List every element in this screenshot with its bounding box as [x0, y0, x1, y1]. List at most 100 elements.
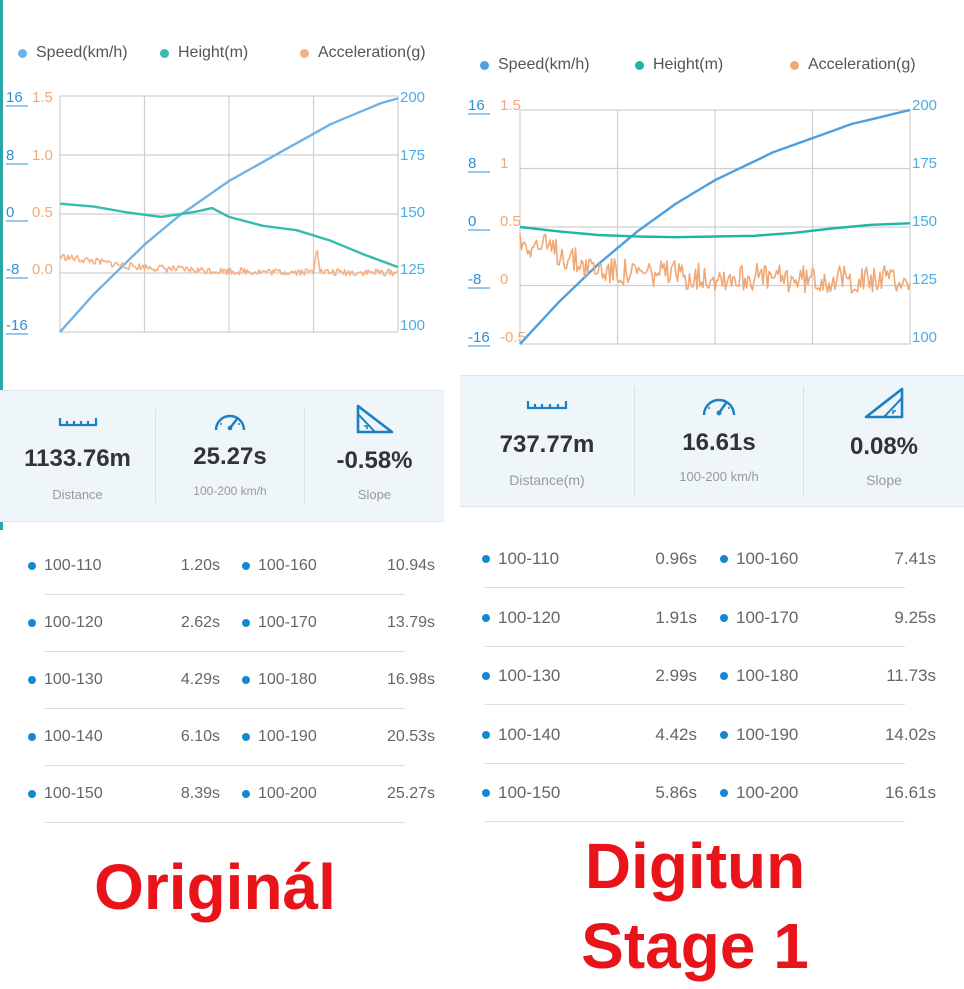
bullet-icon — [482, 789, 490, 797]
legend-speed-dot — [480, 60, 489, 70]
split-range-cell: 100-130 — [28, 651, 103, 709]
legend-speed-label: Speed(km/h) — [36, 44, 128, 61]
acceleration-axis-tick: 0.0 — [32, 261, 53, 278]
split-range: 100-130 — [44, 671, 103, 688]
row-divider — [45, 594, 405, 595]
split-range-2: 100-190 — [736, 724, 799, 744]
legend-acceleration[interactable]: Acceleration(g) — [790, 56, 916, 74]
split-row: 100-120 1.91s 100-170 9.25s — [460, 589, 940, 647]
split-range-2: 100-160 — [258, 557, 317, 574]
split-time: 4.42s — [655, 724, 697, 744]
split-row: 100-110 0.96s 100-160 7.41s — [460, 530, 940, 588]
split-range-cell: 100-120 — [482, 589, 560, 647]
legend-speed[interactable]: Speed(km/h) — [18, 44, 128, 62]
legend-speed-label: Speed(km/h) — [498, 56, 590, 73]
split-times-table: 100-110 1.20s 100-160 10.94s 100-120 2.62s 100… — [0, 537, 440, 827]
split-range-cell: 100-190 — [242, 708, 317, 766]
split-range: 100-110 — [44, 557, 102, 574]
chart-legend: Speed(km/h) Height(m) Acceleration(g) — [0, 44, 455, 74]
speed-axis-tick-left: -16 — [6, 317, 28, 334]
split-row: 100-120 2.62s 100-170 13.79s — [0, 594, 440, 652]
split-range-cell: 100-190 — [720, 706, 798, 764]
split-time: 8.39s — [180, 785, 220, 802]
legend-speed[interactable]: Speed(km/h) — [480, 56, 590, 74]
stat-divider — [304, 409, 305, 503]
edge-accent-bar — [0, 0, 3, 530]
split-range: 100-120 — [498, 607, 561, 627]
speed-axis-tick-left: 0 — [6, 204, 14, 221]
caption-tuned: Digitun Stage 1 — [520, 826, 870, 986]
bullet-icon — [720, 555, 728, 563]
speed-axis-tick-right: 150 — [400, 204, 425, 221]
speed-axis-tick-left: -8 — [468, 271, 481, 288]
bullet-icon — [242, 733, 250, 741]
bullet-icon — [482, 555, 490, 563]
split-range-cell: 100-180 — [720, 647, 798, 705]
speed-axis-tick-right: 175 — [912, 155, 937, 172]
split-range-cell: 100-200 — [242, 765, 317, 823]
series-line-speed — [59, 97, 399, 333]
split-time-2: 11.73s — [886, 666, 936, 685]
split-range-2: 100-200 — [736, 783, 799, 802]
speed-axis-tick-right: 100 — [400, 317, 425, 334]
slope-icon — [864, 387, 904, 419]
split-time: 5.86s — [655, 783, 697, 802]
split-range-2: 100-180 — [736, 666, 799, 685]
speed-axis-tick-left: 16 — [6, 89, 23, 106]
legend-height-label: Height(m) — [178, 44, 249, 61]
panel-tuned: Speed(km/h) Height(m) Acceleration(g) 16… — [460, 0, 964, 989]
bullet-icon — [28, 733, 36, 741]
acceleration-axis-tick: 0.5 — [32, 204, 53, 221]
split-range-cell: 100-160 — [242, 537, 317, 595]
speed-axis-tick-left: 16 — [468, 97, 485, 114]
split-range-2: 100-170 — [258, 614, 317, 631]
split-range: 100-110 — [498, 549, 560, 568]
split-range: 100-130 — [498, 666, 561, 685]
ruler-icon — [58, 418, 97, 427]
split-range: 100-150 — [44, 785, 103, 802]
speed-axis-tick-right: 100 — [912, 329, 937, 346]
legend-height-label: Height(m) — [653, 56, 724, 73]
split-range-2: 100-170 — [736, 607, 799, 627]
speed-axis-tick-right: 125 — [912, 271, 937, 288]
bullet-icon — [482, 730, 490, 739]
legend-acceleration[interactable]: Acceleration(g) — [300, 44, 426, 62]
acceleration-axis-tick: 1.0 — [32, 147, 53, 164]
split-range-cell: 100-120 — [28, 594, 103, 652]
stat-distance: 1133.76m Distance — [0, 391, 155, 521]
ruler-icon — [526, 401, 568, 410]
speed-axis-tick-right: 200 — [400, 89, 425, 106]
row-divider — [485, 821, 905, 822]
bullet-icon — [482, 613, 490, 622]
legend-acceleration-label: Acceleration(g) — [318, 44, 426, 61]
split-range-cell: 100-140 — [28, 708, 103, 766]
legend-height[interactable]: Height(m) — [635, 56, 723, 74]
bullet-icon — [242, 790, 250, 798]
row-divider — [45, 651, 405, 652]
split-range: 100-140 — [498, 724, 561, 744]
row-divider — [485, 762, 905, 764]
split-row: 100-110 1.20s 100-160 10.94s — [0, 537, 440, 595]
row-divider — [485, 587, 905, 588]
slope-value: 0.08% — [849, 433, 919, 460]
split-time-2: 13.79s — [386, 614, 435, 631]
split-range-cell: 100-170 — [242, 594, 317, 652]
acceleration-axis-tick: -0.5 — [500, 329, 526, 346]
split-time-2: 10.94s — [386, 557, 435, 574]
split-time-2: 9.25s — [894, 607, 936, 627]
stat-divider — [155, 409, 156, 503]
split-range-2: 100-200 — [258, 785, 317, 802]
split-range-2: 100-190 — [258, 728, 317, 745]
split-row: 100-140 4.42s 100-190 14.02s — [460, 706, 940, 764]
bullet-icon — [28, 676, 36, 684]
stat-divider — [634, 386, 635, 496]
split-time: 4.29s — [180, 671, 220, 688]
speedometer-icon — [214, 414, 246, 431]
distance-value: 737.77m — [499, 431, 595, 458]
split-time-2: 14.02s — [884, 724, 936, 744]
split-range-cell: 100-140 — [482, 706, 560, 764]
caption-line-1: Digitun — [584, 830, 806, 902]
row-divider — [485, 645, 905, 647]
legend-height[interactable]: Height(m) — [160, 44, 248, 62]
split-row: 100-130 4.29s 100-180 16.98s — [0, 651, 440, 709]
